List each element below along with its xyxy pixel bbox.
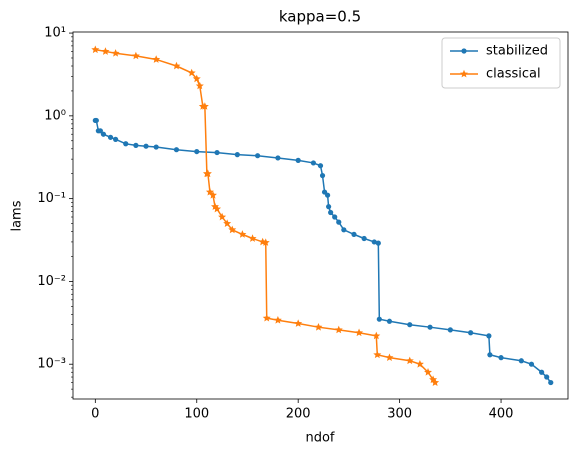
- data-point: [173, 147, 180, 153]
- data-point: [213, 204, 222, 213]
- data-point: [351, 231, 357, 237]
- y-tick-label: 10⁰: [44, 108, 66, 123]
- y-tick-label: 10⁻²: [37, 274, 66, 289]
- data-point: [255, 153, 261, 159]
- data-point: [539, 369, 545, 375]
- data-point: [273, 316, 282, 324]
- data-point: [172, 61, 181, 70]
- data-point: [101, 47, 110, 55]
- data-point: [407, 322, 413, 328]
- data-point: [310, 160, 316, 166]
- data-point: [97, 128, 103, 134]
- data-point: [200, 102, 209, 110]
- data-point: [295, 157, 301, 163]
- data-point: [326, 204, 332, 210]
- data-point: [192, 74, 201, 83]
- data-point: [518, 358, 524, 364]
- x-tick-label: 100: [184, 407, 209, 422]
- x-tick-label: 200: [286, 407, 311, 422]
- data-point: [415, 360, 424, 368]
- chart-title: kappa=0.5: [279, 8, 361, 26]
- data-point: [133, 142, 139, 148]
- data-point: [376, 316, 382, 322]
- data-point: [372, 331, 381, 340]
- y-tick-label: 10⁻¹: [37, 191, 66, 206]
- plot-frame: [72, 31, 569, 400]
- data-point: [223, 219, 232, 227]
- data-point: [341, 227, 347, 233]
- data-point: [355, 328, 364, 337]
- data-point: [375, 240, 381, 246]
- data-point: [195, 81, 204, 90]
- data-point: [447, 327, 453, 333]
- data-point: [187, 68, 196, 77]
- data-point: [294, 319, 303, 327]
- data-point: [336, 219, 342, 225]
- data-point: [373, 350, 382, 359]
- data-point: [319, 172, 326, 179]
- data-point: [100, 131, 107, 137]
- data-point: [228, 225, 237, 234]
- data-point: [386, 318, 393, 324]
- data-point: [234, 152, 240, 158]
- data-point: [431, 378, 440, 386]
- data-point: [194, 148, 200, 155]
- data-point: [405, 356, 414, 365]
- data-point: [487, 352, 493, 358]
- data-point: [107, 134, 114, 140]
- data-point: [548, 379, 554, 386]
- data-point: [544, 374, 550, 380]
- data-point: [385, 353, 394, 362]
- data-point: [328, 209, 334, 216]
- data-point: [113, 136, 119, 142]
- data-point: [334, 325, 343, 334]
- data-point: [238, 230, 247, 238]
- data-point: [528, 361, 535, 367]
- data-point: [261, 238, 270, 246]
- data-point: [152, 55, 161, 63]
- y-tick-label: 10⁻³: [37, 357, 66, 372]
- data-point: [325, 192, 331, 198]
- x-tick-label: 300: [387, 407, 412, 422]
- y-tick-label: 10¹: [44, 26, 66, 41]
- data-point: [262, 313, 271, 322]
- x-tick-label: 400: [489, 407, 514, 422]
- data-point: [153, 144, 159, 150]
- data-point: [214, 149, 220, 156]
- data-point: [208, 191, 217, 199]
- series-line: [95, 48, 436, 384]
- legend-marker: [460, 69, 468, 78]
- data-point: [468, 330, 474, 336]
- data-point: [332, 214, 338, 220]
- legend-label: classical: [486, 67, 541, 82]
- data-point: [427, 324, 433, 330]
- data-point: [143, 143, 149, 149]
- data-point: [111, 49, 120, 57]
- data-point: [203, 169, 212, 178]
- data-point: [486, 333, 492, 339]
- data-point: [131, 51, 140, 60]
- data-point: [275, 155, 281, 161]
- x-tick-label: 0: [91, 407, 99, 422]
- legend-marker: [461, 48, 467, 54]
- x-axis-label: ndof: [305, 431, 334, 446]
- data-point: [498, 355, 504, 361]
- data-point: [91, 45, 100, 54]
- legend-label: stabilized: [486, 44, 548, 59]
- data-point: [123, 141, 129, 147]
- data-point: [248, 234, 257, 242]
- data-point: [314, 322, 323, 331]
- series-line: [95, 119, 552, 384]
- data-point: [317, 163, 324, 169]
- data-point: [218, 212, 227, 221]
- data-point: [424, 368, 433, 376]
- data-point: [371, 239, 377, 245]
- data-point: [93, 117, 99, 124]
- data-point: [361, 235, 367, 242]
- y-axis-label: lams: [10, 200, 25, 231]
